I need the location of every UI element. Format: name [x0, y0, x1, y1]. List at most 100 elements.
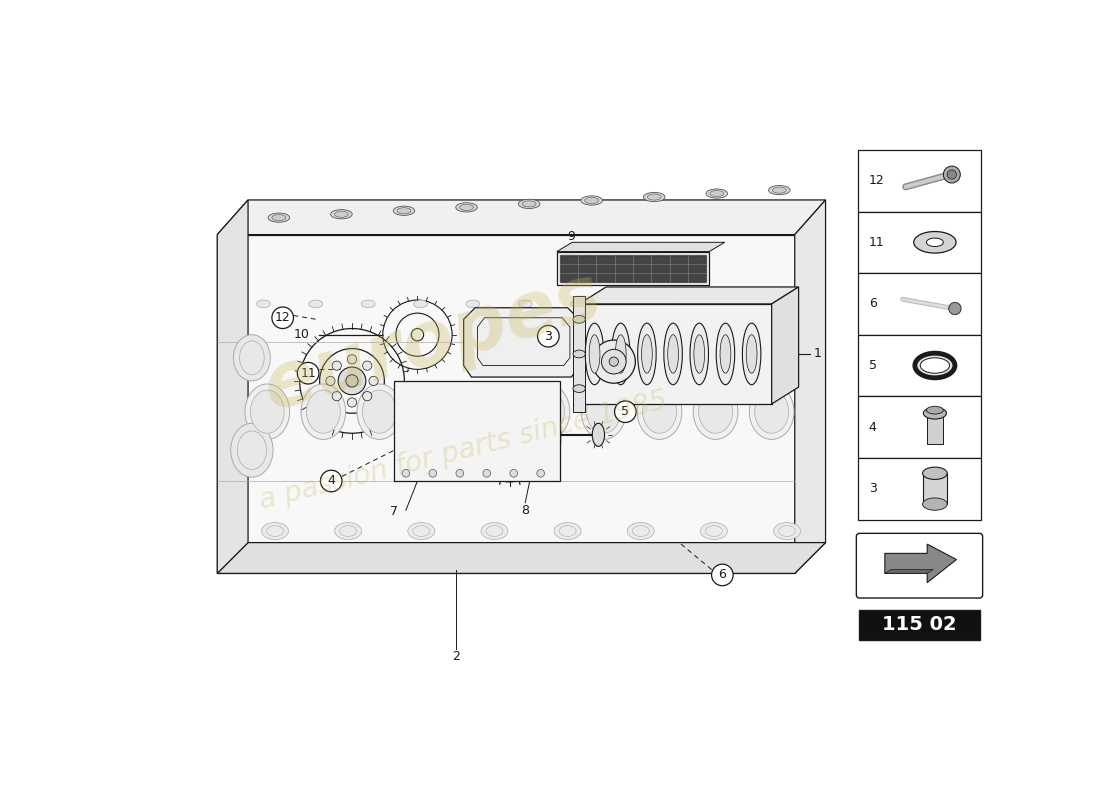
Circle shape	[609, 357, 618, 366]
Ellipse shape	[518, 199, 540, 209]
Ellipse shape	[522, 201, 536, 207]
Polygon shape	[218, 200, 249, 574]
Ellipse shape	[362, 390, 396, 434]
Circle shape	[538, 326, 559, 347]
Circle shape	[947, 170, 957, 179]
Ellipse shape	[923, 467, 947, 479]
Text: 6: 6	[718, 569, 726, 582]
Circle shape	[332, 361, 341, 370]
Ellipse shape	[408, 522, 435, 539]
Ellipse shape	[746, 334, 757, 373]
Ellipse shape	[481, 522, 508, 539]
Ellipse shape	[780, 300, 794, 308]
Ellipse shape	[612, 323, 630, 385]
Bar	[557, 251, 710, 286]
Circle shape	[368, 376, 378, 386]
Text: 5: 5	[869, 359, 877, 372]
Text: 11: 11	[300, 366, 316, 380]
Polygon shape	[557, 242, 725, 251]
Ellipse shape	[361, 300, 375, 308]
Circle shape	[345, 374, 359, 387]
Ellipse shape	[926, 406, 944, 414]
Circle shape	[320, 470, 342, 492]
Ellipse shape	[772, 187, 786, 194]
Ellipse shape	[641, 334, 652, 373]
Bar	[858, 458, 981, 519]
Ellipse shape	[358, 384, 402, 439]
Text: 3: 3	[544, 330, 552, 342]
Ellipse shape	[769, 186, 790, 194]
Circle shape	[429, 470, 437, 477]
Ellipse shape	[592, 423, 605, 446]
Bar	[560, 254, 706, 282]
Circle shape	[332, 391, 341, 401]
Ellipse shape	[525, 384, 570, 439]
Ellipse shape	[530, 390, 564, 434]
Ellipse shape	[581, 384, 626, 439]
Circle shape	[944, 166, 960, 183]
Ellipse shape	[668, 334, 679, 373]
Ellipse shape	[701, 522, 727, 539]
Ellipse shape	[915, 353, 955, 378]
Ellipse shape	[710, 190, 724, 197]
Ellipse shape	[706, 189, 727, 198]
FancyBboxPatch shape	[856, 534, 982, 598]
Ellipse shape	[334, 522, 362, 539]
Circle shape	[948, 302, 961, 314]
Circle shape	[509, 470, 518, 477]
Text: 12: 12	[869, 174, 884, 187]
Ellipse shape	[460, 204, 473, 210]
Ellipse shape	[698, 390, 733, 434]
Bar	[859, 610, 980, 640]
Ellipse shape	[573, 385, 585, 393]
Text: 6: 6	[869, 298, 877, 310]
Ellipse shape	[921, 358, 949, 373]
Ellipse shape	[474, 390, 508, 434]
Ellipse shape	[627, 522, 654, 539]
Bar	[927, 410, 943, 444]
Circle shape	[615, 401, 636, 422]
Ellipse shape	[268, 213, 289, 222]
Polygon shape	[884, 570, 933, 574]
Ellipse shape	[623, 300, 637, 308]
Ellipse shape	[647, 194, 661, 200]
Polygon shape	[218, 542, 825, 574]
Text: 9: 9	[568, 230, 575, 242]
Bar	[923, 474, 947, 504]
Ellipse shape	[586, 390, 620, 434]
Circle shape	[602, 350, 626, 374]
Ellipse shape	[675, 300, 690, 308]
Ellipse shape	[418, 390, 452, 434]
Ellipse shape	[455, 202, 477, 212]
Ellipse shape	[651, 350, 676, 381]
Ellipse shape	[301, 384, 345, 439]
Text: 4: 4	[869, 421, 877, 434]
Circle shape	[338, 367, 366, 394]
Ellipse shape	[926, 238, 944, 246]
Circle shape	[483, 470, 491, 477]
Ellipse shape	[923, 407, 946, 419]
Ellipse shape	[256, 300, 271, 308]
Ellipse shape	[664, 323, 682, 385]
Ellipse shape	[720, 334, 730, 373]
Text: 8: 8	[521, 504, 529, 517]
Ellipse shape	[694, 334, 705, 373]
Circle shape	[348, 354, 356, 364]
Polygon shape	[573, 296, 585, 412]
Polygon shape	[464, 308, 580, 377]
Text: 2: 2	[452, 650, 460, 663]
Circle shape	[326, 376, 336, 386]
Ellipse shape	[773, 522, 801, 539]
Text: 1: 1	[814, 347, 822, 361]
Bar	[858, 396, 981, 458]
Circle shape	[297, 362, 319, 384]
Ellipse shape	[414, 300, 428, 308]
Ellipse shape	[307, 390, 340, 434]
Ellipse shape	[642, 390, 676, 434]
Text: 10: 10	[294, 328, 310, 341]
Ellipse shape	[518, 300, 532, 308]
Ellipse shape	[914, 231, 956, 253]
Circle shape	[348, 398, 356, 407]
Text: 11: 11	[869, 236, 884, 249]
Ellipse shape	[571, 300, 584, 308]
